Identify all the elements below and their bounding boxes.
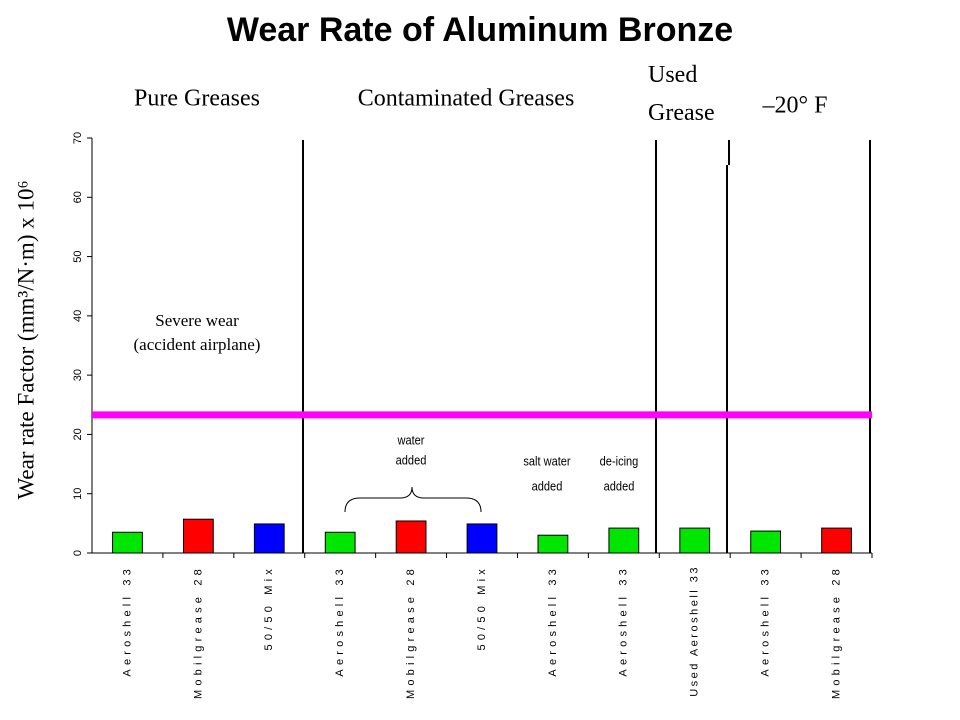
annotation: Severe wear — [155, 311, 239, 330]
bar — [679, 527, 711, 554]
x-tick-label: Aeroshell 33 — [547, 565, 559, 677]
group-label: Pure Greases — [134, 86, 260, 112]
y-tick-label: 70 — [72, 132, 84, 144]
y-axis-label: Wear rate Factor (mm³/N·m) x 10⁶ — [13, 181, 38, 500]
y-tick-label: 10 — [72, 488, 84, 500]
x-tick-label: Mobilgrease 28 — [830, 565, 842, 699]
y-tick-label: 40 — [72, 310, 84, 322]
bar — [395, 520, 427, 554]
annotation: salt water — [523, 454, 570, 469]
x-tick-label: Used Aeroshell 33 — [689, 565, 701, 697]
y-tick-label: 60 — [72, 191, 84, 203]
bar — [608, 527, 640, 554]
x-tick-label: Mobilgrease 28 — [405, 565, 417, 699]
x-tick-label: Aeroshell 33 — [618, 565, 630, 677]
annotation: added — [532, 479, 563, 494]
bar — [466, 523, 498, 554]
bar — [537, 534, 569, 554]
bar — [750, 530, 782, 554]
x-tick-label: Aeroshell 33 — [121, 565, 133, 677]
group-label: Contaminated Greases — [358, 86, 575, 112]
bar — [112, 531, 143, 554]
annotation: water — [397, 433, 425, 448]
bar — [821, 527, 852, 554]
bar — [253, 523, 285, 554]
annotation: (accident airplane) — [134, 335, 261, 354]
x-tick-label: 50/50 Mix — [263, 565, 275, 651]
annotation: de-icing — [600, 454, 639, 469]
group-label: Used Grease — [648, 62, 715, 126]
y-tick-label: 20 — [72, 428, 84, 440]
y-tick-label: 50 — [72, 250, 84, 262]
y-tick-label: 30 — [72, 369, 84, 381]
bar — [324, 531, 356, 554]
bar — [182, 518, 214, 554]
annotation: added — [604, 479, 635, 494]
x-tick-label: Mobilgrease 28 — [192, 565, 204, 699]
y-tick-label: 0 — [72, 550, 84, 556]
annotation: added — [396, 453, 427, 468]
x-tick-label: Aeroshell 33 — [760, 565, 772, 677]
brace — [344, 486, 482, 513]
x-tick-label: Aeroshell 33 — [334, 565, 346, 677]
group-label: –20° F — [762, 93, 828, 119]
group-label-box: Used Grease — [648, 62, 715, 126]
chart-title: Wear Rate of Aluminum Bronze — [227, 11, 733, 49]
x-tick-label: 50/50 Mix — [476, 565, 488, 651]
